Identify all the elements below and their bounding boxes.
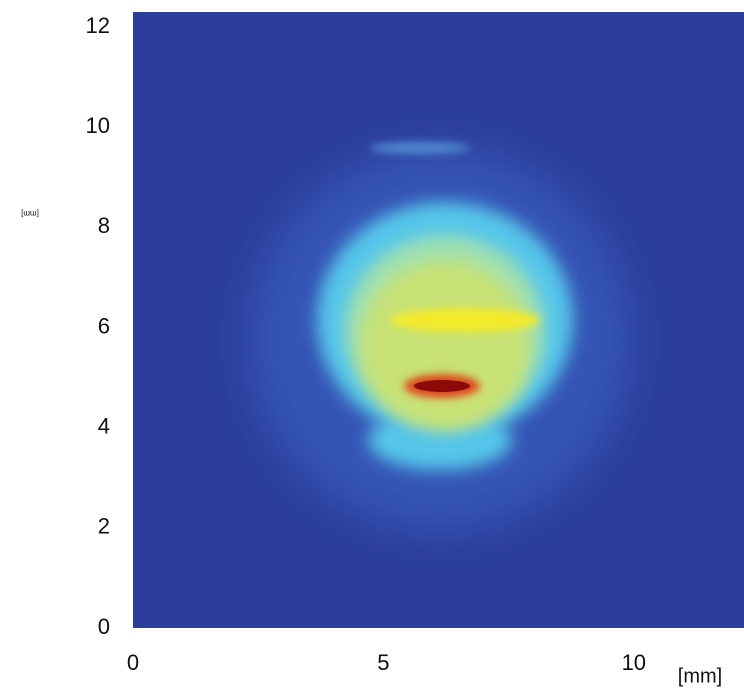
y-tick-label: 10 <box>86 113 110 138</box>
y-tick-label: 4 <box>98 413 110 438</box>
x-axis-label: [mm] <box>678 665 722 687</box>
y-tick-label: 0 <box>98 614 110 639</box>
x-tick-label: 10 <box>622 650 646 675</box>
y-tick-label: 2 <box>98 514 110 539</box>
y-axis-label: [mm] <box>21 209 39 218</box>
y-tick-label: 6 <box>98 313 110 338</box>
y-tick-label: 8 <box>98 213 110 238</box>
heatmap-field <box>133 12 744 628</box>
y-tick-label: 12 <box>86 13 110 38</box>
x-tick-label: 5 <box>377 650 389 675</box>
x-tick-label: 0 <box>127 650 139 675</box>
